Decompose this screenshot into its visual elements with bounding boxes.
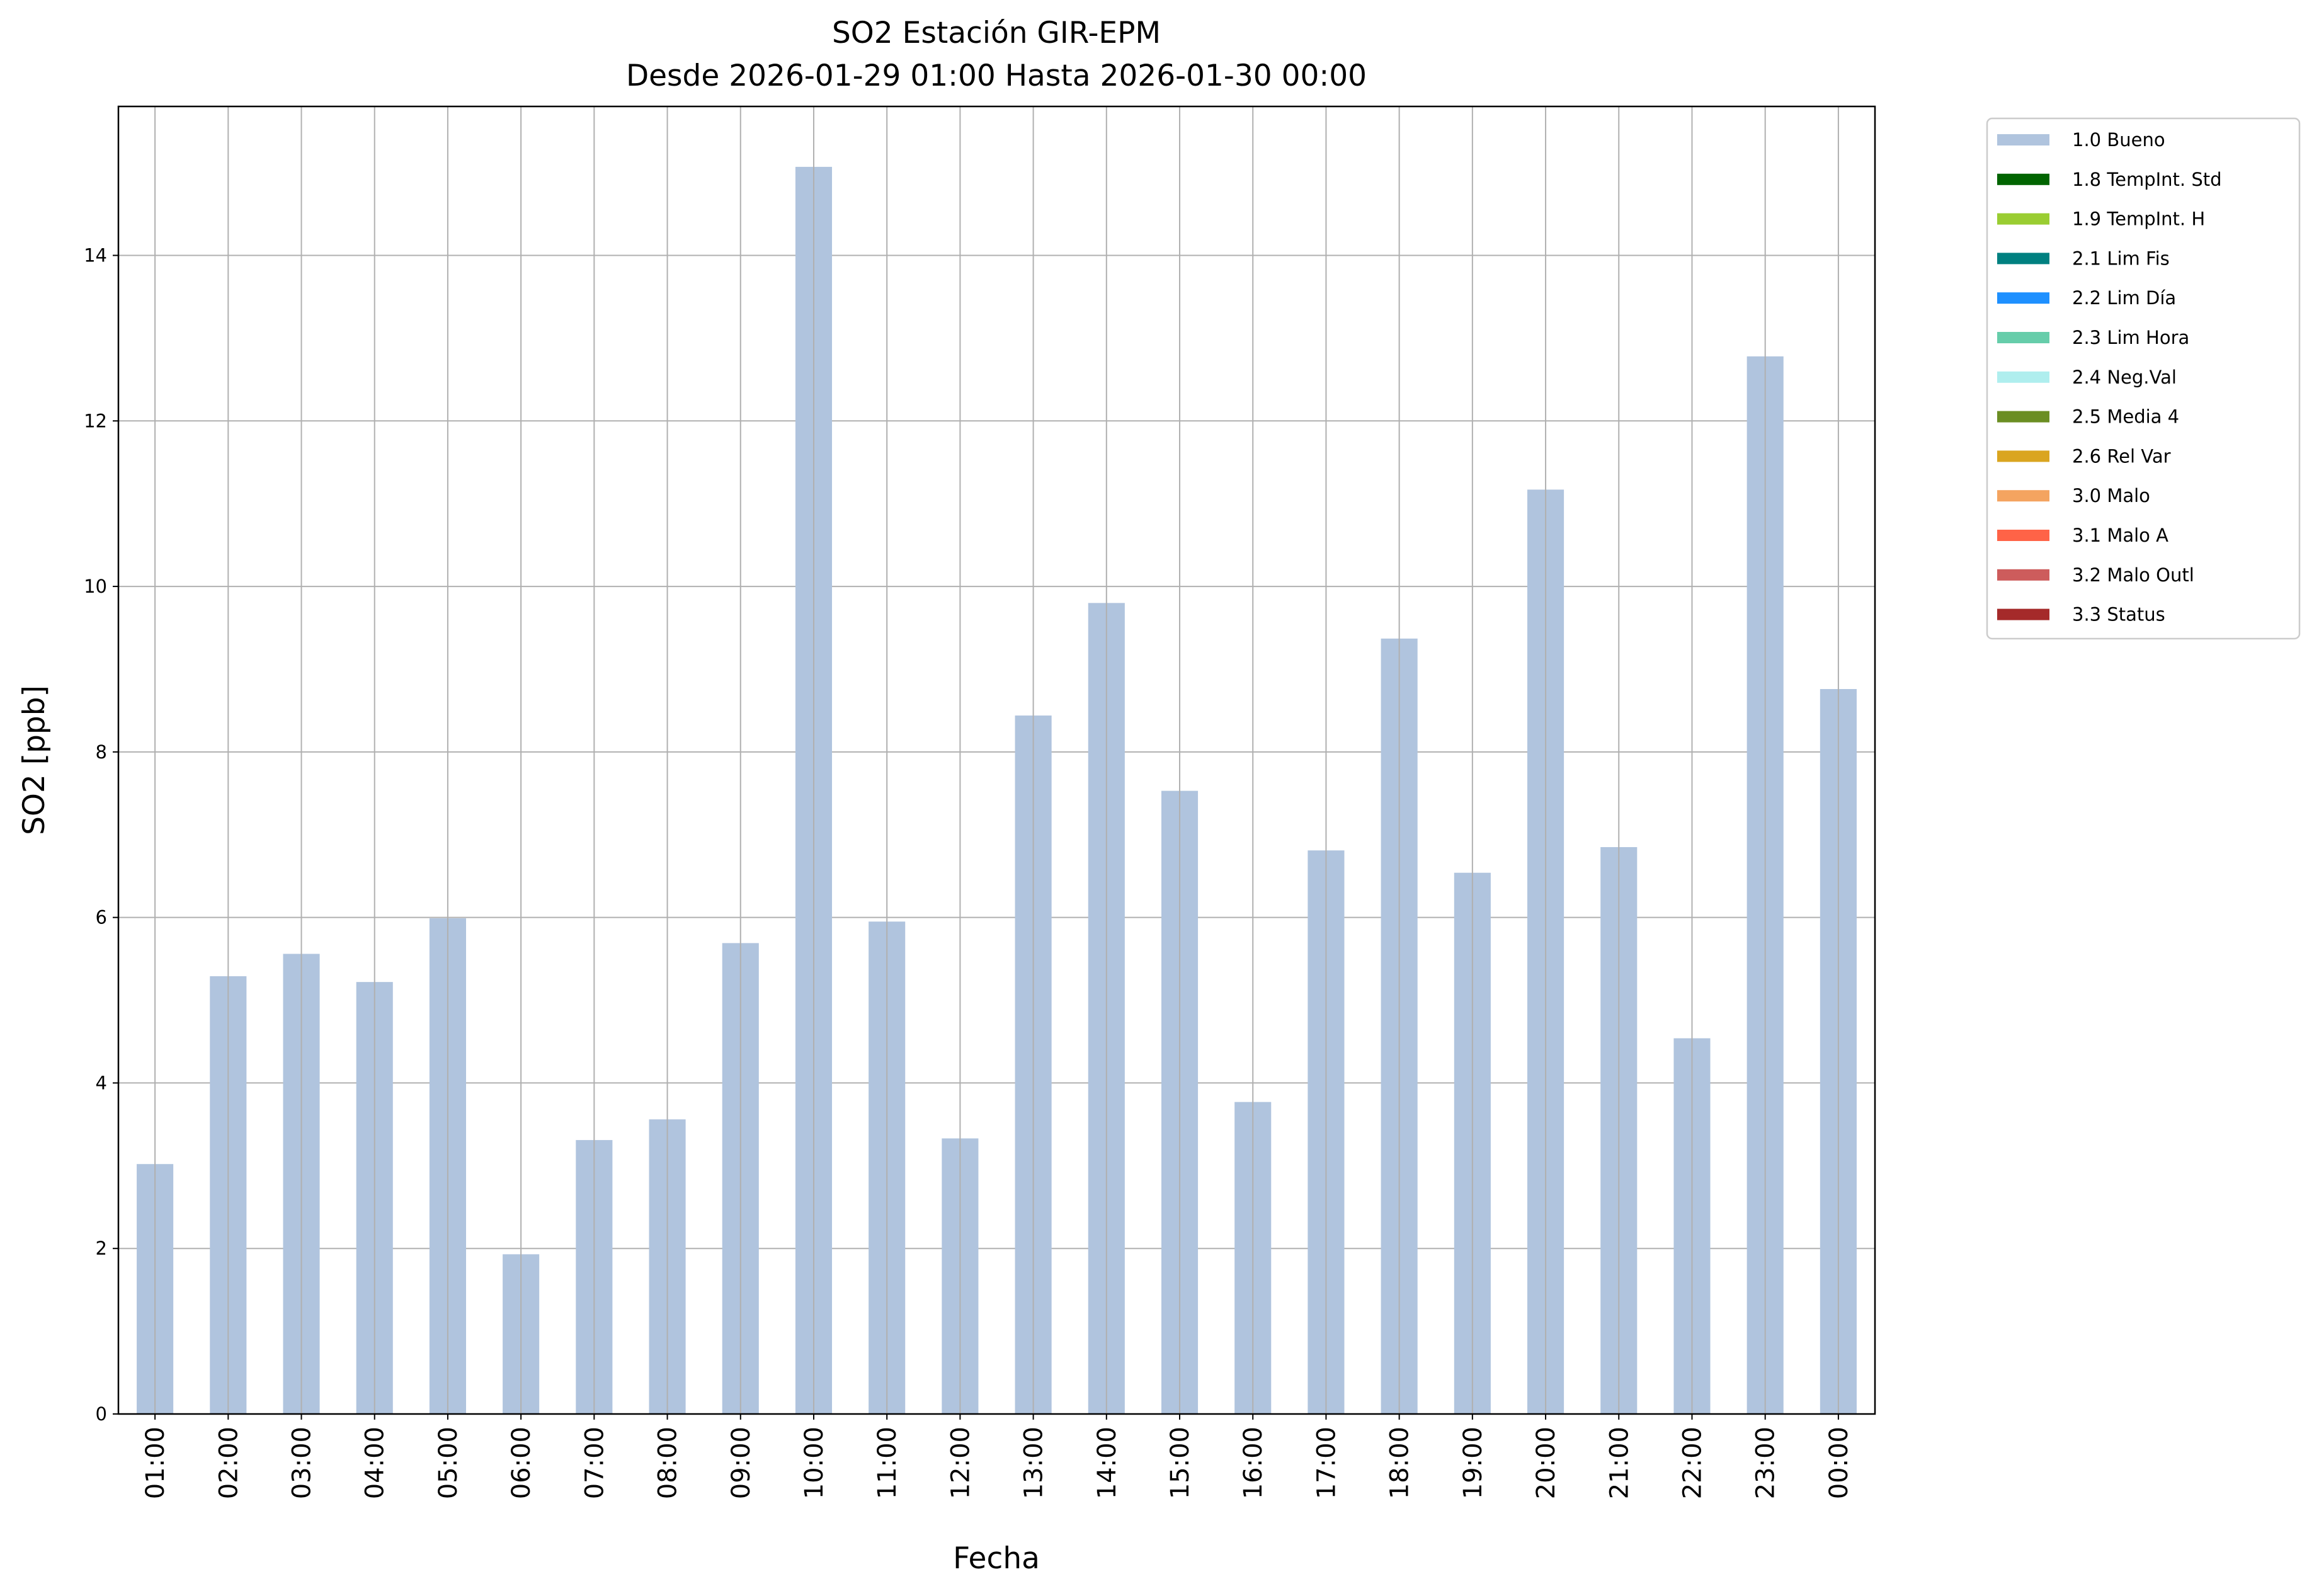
x-axis-label: Fecha [953, 1541, 1040, 1576]
legend-entry: 2.5 Media 4 [2072, 406, 2179, 428]
x-tick-label: 17:00 [1312, 1427, 1341, 1499]
legend-entry: 2.2 Lim Día [2072, 287, 2176, 309]
grid-lines [118, 254, 1875, 1415]
y-tick-label: 0 [96, 1403, 107, 1425]
legend-entry: 3.2 Malo Outl [2072, 564, 2194, 586]
x-tick-label: 03:00 [288, 1427, 317, 1499]
x-tick-label: 01:00 [141, 1427, 170, 1499]
legend-swatch [1997, 292, 2049, 304]
legend-entry: 1.9 TempInt. H [2072, 208, 2205, 230]
x-tick-label: 20:00 [1532, 1427, 1561, 1499]
legend-entry: 3.3 Status [2072, 604, 2165, 625]
legend-entry: 2.1 Lim Fis [2072, 248, 2170, 269]
legend-swatch [1997, 530, 2049, 541]
plot-frame [117, 105, 1876, 1415]
x-tick-label: 18:00 [1386, 1427, 1415, 1499]
legend-swatch [1997, 371, 2049, 383]
y-tick-label: 10 [84, 576, 107, 597]
x-tick-label: 09:00 [727, 1427, 756, 1499]
y-tick-label: 12 [84, 410, 107, 431]
x-tick-label: 23:00 [1752, 1427, 1781, 1499]
legend: 1.0 Bueno 1.8 TempInt. Std 1.9 TempInt. H 2… [1986, 117, 2301, 640]
legend-entry: 3.0 Malo [2072, 485, 2150, 506]
y-axis-label: SO2 [ppb] [17, 685, 52, 835]
x-tick-label: 08:00 [654, 1427, 683, 1499]
x-tick-label: 11:00 [873, 1427, 902, 1499]
legend-swatch [1997, 411, 2049, 423]
legend-entry: 1.8 TempInt. Std [2072, 169, 2222, 190]
legend-swatch [1997, 173, 2049, 185]
legend-swatch [1997, 332, 2049, 343]
x-tick-label: 15:00 [1166, 1427, 1195, 1499]
legend-swatch [1997, 134, 2049, 145]
x-tick-label: 10:00 [800, 1427, 829, 1499]
x-tick-label: 12:00 [946, 1427, 975, 1499]
legend-swatch [1997, 569, 2049, 581]
x-tick-label: 04:00 [361, 1427, 390, 1499]
y-tick-label: 6 [96, 907, 107, 928]
legend-entry: 2.4 Neg.Val [2072, 367, 2177, 388]
vertical-grid-lines [154, 106, 1839, 1414]
legend-frame [1986, 117, 2301, 640]
chart-subtitle: Desde 2026-01-29 01:00 Hasta 2026-01-30 … [626, 59, 1367, 93]
y-axis-ticks: 0 2 4 6 8 10 12 14 [84, 245, 118, 1425]
x-axis-ticks: 01:00 02:00 03:00 04:00 05:00 06:00 07:00 08:00… [141, 1414, 1854, 1499]
legend-entry: 2.3 Lim Hora [2072, 327, 2189, 348]
legend-entry: 2.6 Rel Var [2072, 445, 2171, 467]
x-tick-label: 16:00 [1239, 1427, 1268, 1499]
y-tick-label: 4 [96, 1072, 107, 1093]
x-tick-label: 05:00 [434, 1427, 463, 1499]
y-tick-label: 14 [84, 245, 107, 266]
x-tick-label: 13:00 [1020, 1427, 1049, 1499]
legend-swatch [1997, 450, 2049, 462]
legend-swatch [1997, 490, 2049, 502]
x-tick-label: 22:00 [1678, 1427, 1707, 1499]
x-tick-label: 14:00 [1093, 1427, 1122, 1499]
y-tick-label: 8 [96, 741, 107, 763]
legend-swatch [1997, 608, 2049, 620]
chart-title: SO2 Estación GIR-EPM [832, 16, 1161, 50]
x-tick-label: 19:00 [1459, 1427, 1488, 1499]
legend-entry: 1.0 Bueno [2072, 129, 2165, 151]
x-tick-label: 07:00 [580, 1427, 609, 1499]
x-tick-label: 02:00 [214, 1427, 243, 1499]
x-tick-label: 00:00 [1825, 1427, 1854, 1499]
legend-swatch [1997, 253, 2049, 265]
x-tick-label: 21:00 [1605, 1427, 1634, 1499]
legend-swatch [1997, 213, 2049, 225]
y-tick-label: 2 [96, 1238, 107, 1259]
x-tick-label: 06:00 [507, 1427, 536, 1499]
bars [137, 166, 1857, 1414]
legend-entry: 3.1 Malo A [2072, 525, 2168, 546]
